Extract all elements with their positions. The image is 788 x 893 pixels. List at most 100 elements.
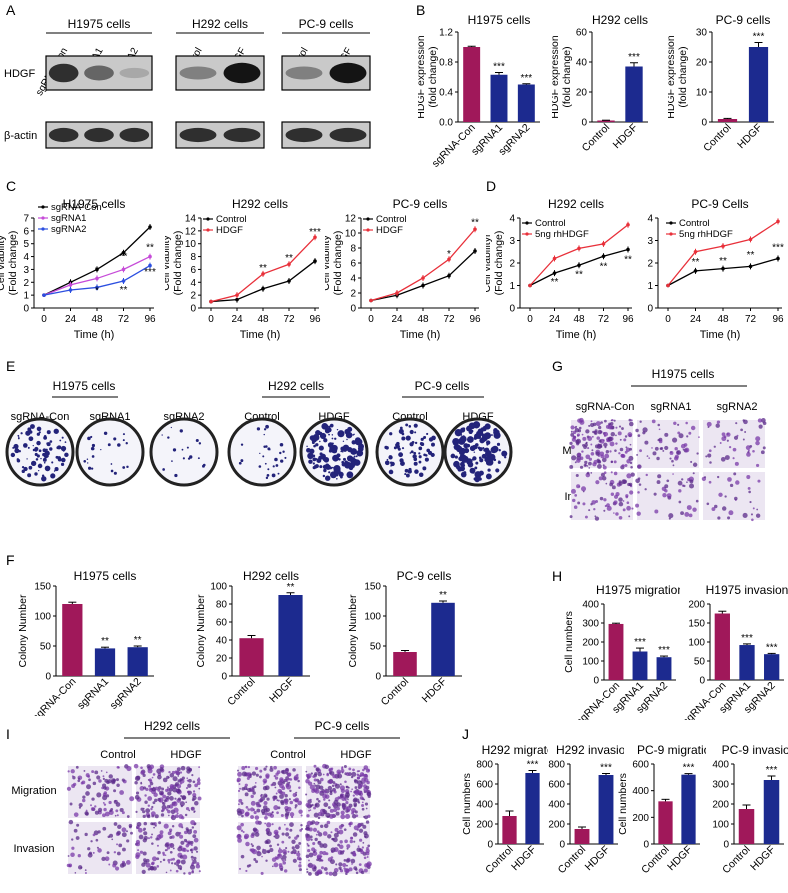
colony-dot bbox=[284, 456, 287, 459]
stained-cell bbox=[350, 851, 354, 855]
colony-dot bbox=[468, 422, 476, 430]
stained-cell bbox=[610, 431, 616, 437]
stained-cell bbox=[157, 774, 162, 780]
stained-cell bbox=[602, 464, 605, 467]
stained-cell bbox=[237, 789, 241, 793]
stained-cell bbox=[160, 813, 165, 817]
stained-cell bbox=[96, 846, 99, 849]
stained-cell bbox=[169, 795, 174, 801]
stained-cell bbox=[627, 432, 633, 437]
stained-cell bbox=[154, 798, 158, 803]
stained-cell bbox=[112, 863, 117, 868]
y-tick-label: 1 bbox=[647, 281, 653, 292]
colony-dot bbox=[179, 429, 183, 433]
stained-cell bbox=[586, 471, 590, 475]
stained-cell bbox=[726, 432, 729, 436]
stained-cell bbox=[755, 513, 761, 518]
colony-dot bbox=[405, 435, 411, 441]
stained-cell bbox=[293, 775, 299, 781]
y-tick-label: 20 bbox=[216, 654, 228, 665]
stained-cell bbox=[73, 828, 78, 833]
colony-dot bbox=[51, 461, 54, 464]
stained-cell bbox=[159, 860, 162, 863]
stained-cell bbox=[603, 431, 609, 437]
colony-dot bbox=[86, 458, 89, 460]
stained-cell bbox=[574, 494, 578, 497]
colony-dot bbox=[323, 438, 328, 443]
stained-cell bbox=[343, 828, 347, 831]
y-axis-label: Cell numbers bbox=[617, 773, 629, 835]
colony-dot bbox=[393, 446, 397, 450]
stained-cell bbox=[126, 830, 128, 833]
colony-dot bbox=[354, 460, 360, 466]
stained-cell bbox=[237, 769, 239, 772]
significance-mark: ** bbox=[259, 263, 267, 274]
stained-cell bbox=[306, 814, 310, 818]
stained-cell bbox=[276, 843, 280, 846]
y-axis-label-line: HDGF expression bbox=[552, 35, 561, 119]
y-tick-label: 3 bbox=[509, 236, 515, 247]
x-tick-label: 0 bbox=[41, 314, 47, 325]
stained-cell bbox=[362, 841, 365, 844]
colony-dot bbox=[279, 451, 282, 455]
colony-dot bbox=[334, 437, 337, 440]
stained-cell bbox=[152, 866, 157, 871]
stained-cell bbox=[339, 794, 343, 798]
stained-cell bbox=[358, 828, 364, 833]
stained-cell bbox=[121, 778, 125, 782]
stained-cell bbox=[603, 498, 607, 502]
stained-cell bbox=[96, 792, 102, 798]
stained-cell bbox=[342, 824, 345, 827]
stained-cell bbox=[71, 846, 75, 850]
stained-cell bbox=[296, 773, 299, 777]
colony-dot bbox=[336, 453, 341, 458]
stained-cell bbox=[88, 851, 93, 855]
stained-cell bbox=[618, 501, 624, 507]
stained-cell bbox=[683, 443, 688, 447]
colony-dot bbox=[401, 432, 405, 436]
blot-band bbox=[329, 62, 367, 84]
colony-dot bbox=[17, 434, 20, 437]
stained-cell bbox=[254, 832, 260, 837]
stained-cell bbox=[193, 837, 199, 843]
stained-cell bbox=[245, 869, 248, 873]
bar bbox=[490, 74, 508, 122]
chart-title: PC-9 cells bbox=[397, 569, 452, 583]
x-tick-label: 24 bbox=[391, 314, 403, 325]
colony-dot bbox=[389, 432, 393, 436]
stained-cell bbox=[108, 774, 113, 779]
colony-dot bbox=[353, 455, 356, 458]
panel-label-b: B bbox=[416, 2, 426, 18]
stained-cell bbox=[272, 781, 277, 786]
colony-dot bbox=[42, 448, 47, 453]
x-tick-label: HDGF bbox=[420, 676, 450, 706]
blot-band bbox=[48, 63, 79, 83]
stained-cell bbox=[619, 447, 624, 452]
y-tick-label: 0 bbox=[647, 304, 653, 315]
chart-title: H292 migraton bbox=[482, 743, 548, 757]
stained-cell bbox=[308, 781, 313, 786]
colony-dot bbox=[36, 440, 41, 446]
colony-dot bbox=[27, 446, 30, 449]
colony-dot bbox=[498, 449, 501, 452]
blot-band bbox=[119, 127, 150, 143]
stained-cell bbox=[594, 515, 597, 518]
colony-dot bbox=[312, 434, 320, 441]
stained-cell bbox=[724, 455, 730, 460]
colony-dot bbox=[409, 429, 414, 435]
colony-dot bbox=[23, 443, 28, 448]
stained-cell bbox=[724, 495, 727, 498]
stained-cell bbox=[365, 848, 370, 854]
colony-dot bbox=[388, 469, 394, 475]
stained-cell bbox=[283, 798, 288, 803]
colony-dot bbox=[53, 470, 56, 472]
stained-cell bbox=[329, 792, 333, 796]
stained-cell bbox=[150, 836, 153, 839]
colony-dot bbox=[60, 445, 67, 452]
series-line bbox=[370, 228, 476, 302]
stained-cell bbox=[244, 792, 249, 797]
significance-mark: ** bbox=[101, 636, 109, 647]
stained-cell bbox=[757, 418, 763, 423]
y-tick-label: 100 bbox=[364, 612, 381, 623]
colony-dot bbox=[21, 469, 25, 474]
